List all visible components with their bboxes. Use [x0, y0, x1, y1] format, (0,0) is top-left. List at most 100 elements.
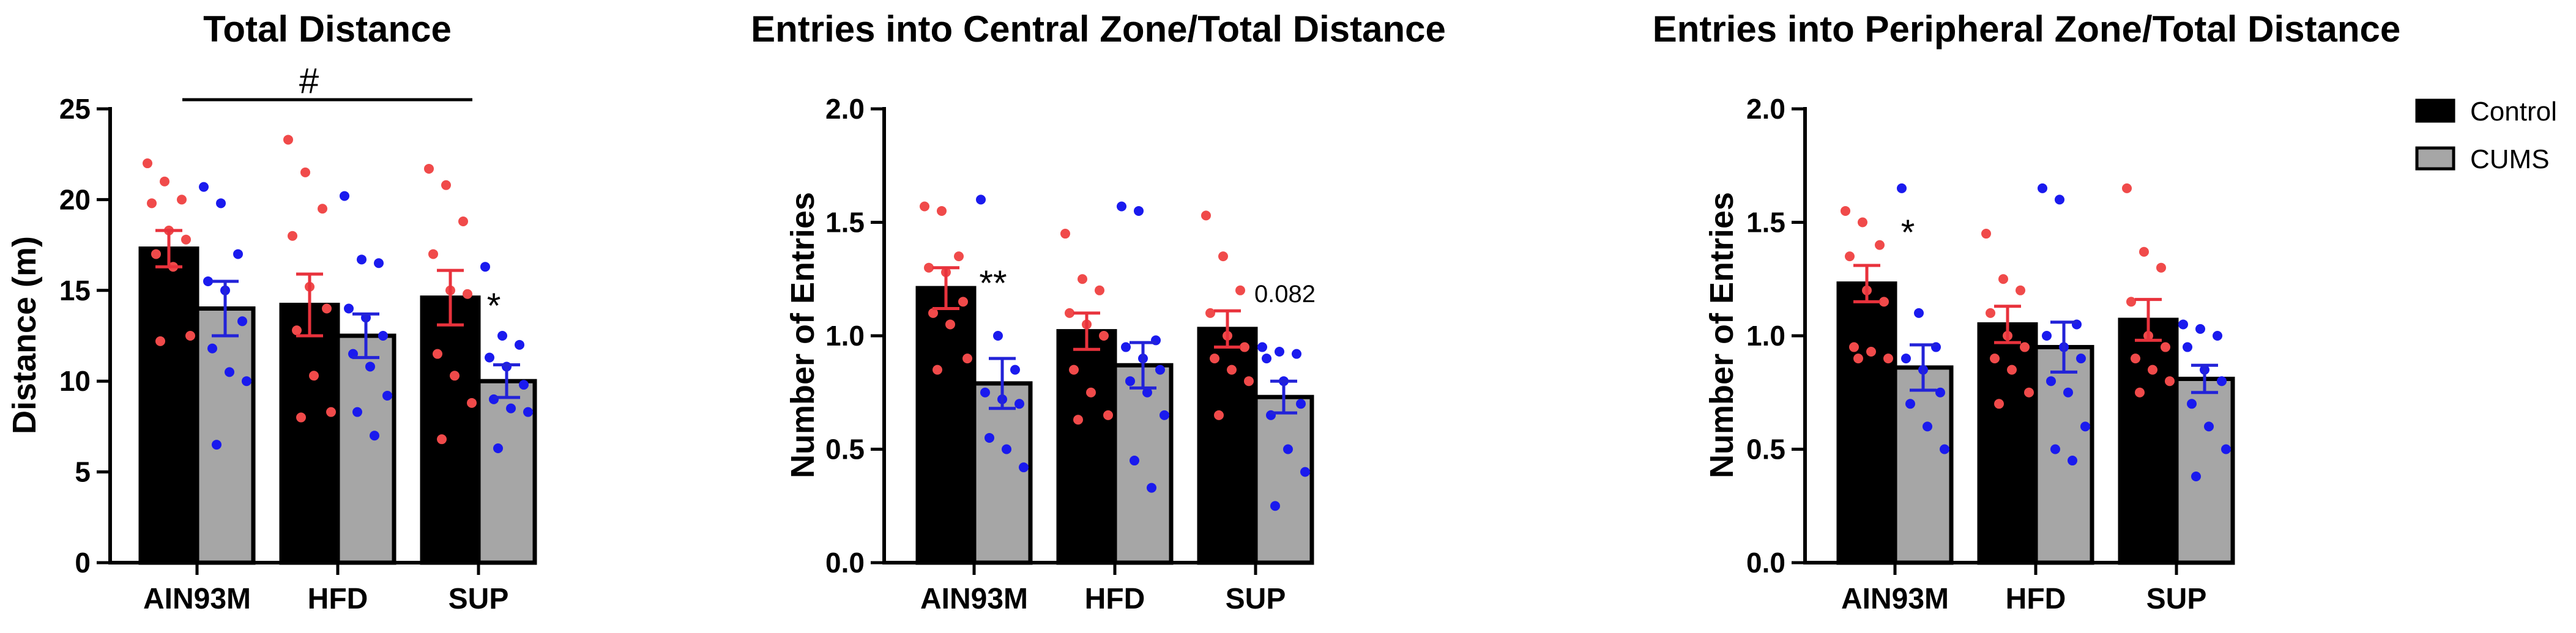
- panel-3-point-hfd-control: [1981, 229, 1991, 239]
- panel-1-point-sup-cums: [523, 407, 533, 417]
- panel-2-point-ain93m-control: [945, 319, 955, 330]
- legend-swatch-cums: [2415, 146, 2455, 171]
- panel-3-y-tick-label: 2.0: [1746, 93, 1785, 125]
- panel-3-y-tick-label: 1.0: [1746, 320, 1785, 352]
- panel-2-point-hfd-cums: [1121, 342, 1131, 352]
- panel-3-y-tick-label: 0.0: [1746, 547, 1785, 579]
- panel-1-point-sup-control: [424, 163, 434, 174]
- panel-3-point-ain93m-control: [1866, 346, 1876, 357]
- panel-1-point-ain93m-control: [185, 331, 195, 341]
- panel-2-y-tick-label: 0.0: [825, 547, 865, 579]
- panel-2-point-ain93m-cums: [1010, 365, 1020, 375]
- panel-2-point-ain93m-control: [928, 308, 938, 318]
- panel-1-point-ain93m-cums: [203, 276, 213, 286]
- panel-3-point-sup-control: [2122, 183, 2132, 193]
- panel-3-point-hfd-control: [2024, 387, 2034, 398]
- panel-3-point-hfd-control: [1990, 354, 2000, 364]
- panel-1-point-ain93m-control: [181, 234, 191, 245]
- panel-1-point-ain93m-control: [143, 158, 152, 169]
- panel-3-error-bar-sup-cums: [2191, 363, 2218, 394]
- legend-label-control: Control: [2470, 97, 2557, 127]
- panel-1-point-sup-control: [463, 289, 472, 299]
- panel-1-y-tick-label: 10: [59, 365, 91, 397]
- panel-1-point-hfd-cums: [374, 258, 384, 268]
- panel-3-point-sup-cums: [2204, 421, 2214, 432]
- panel-2-point-hfd-control: [1103, 410, 1113, 420]
- panel-1-point-sup-cums: [489, 394, 499, 404]
- panel-3-point-sup-control: [2139, 246, 2149, 257]
- panel-3-point-sup-control: [2148, 365, 2157, 375]
- panel-2-point-hfd-control: [1073, 415, 1083, 425]
- panel-1-point-ain93m-control: [160, 176, 169, 187]
- panel-3-y-tick-label: 0.5: [1746, 434, 1785, 465]
- panel-3-x-tick-label-sup: SUP: [2146, 583, 2207, 615]
- panel-2-y-tick-label: 2.0: [825, 93, 865, 125]
- panel-1-point-ain93m-cums: [233, 249, 243, 259]
- panel-3-x-tick-label-ain93m: AIN93M: [1841, 583, 1949, 615]
- panel-2-point-sup-cums: [1296, 399, 1306, 409]
- panel-2-point-hfd-control: [1086, 387, 1096, 398]
- panel-2-point-hfd-cums: [1125, 376, 1135, 387]
- panel-3-point-ain93m-control: [1879, 297, 1889, 307]
- panel-1-point-ain93m-cums: [242, 376, 251, 387]
- panel-total-distance: Total Distance Distance (m) 0 5 10 15 20 25 A…: [6, 9, 537, 615]
- panel-1-point-sup-cums: [480, 262, 490, 272]
- panel-2-point-ain93m-control: [920, 201, 929, 212]
- panel-3-error-bar-sup-control: [2135, 298, 2162, 342]
- panel-1-point-sup-cums: [515, 339, 524, 350]
- panel-2-error-bar-ain93m-control: [932, 266, 959, 310]
- panel-1-point-ain93m-control: [155, 336, 165, 346]
- panel-2-point-ain93m-control: [958, 297, 968, 307]
- panel-1-point-hfd-control: [318, 204, 327, 214]
- panel-3-point-hfd-cums: [2068, 456, 2077, 466]
- panel-2-y-tick-label: 0.5: [825, 434, 865, 465]
- panel-2-point-sup-control: [1218, 251, 1228, 262]
- panel-2-error-bar-sup-cums: [1270, 379, 1297, 415]
- panel-2-point-ain93m-control: [954, 251, 964, 262]
- panel-3-point-sup-cums: [2213, 331, 2222, 341]
- panel-1-point-ain93m-cums: [216, 198, 226, 209]
- panel-3-point-ain93m-cums: [1905, 399, 1915, 409]
- panel-2-point-hfd-cums: [1160, 410, 1169, 420]
- panel-1-point-hfd-control: [326, 407, 336, 417]
- panel-3-point-ain93m-control: [1849, 342, 1859, 352]
- panel-3-point-ain93m-control: [1853, 354, 1863, 364]
- panel-1-point-hfd-control: [288, 231, 297, 241]
- panel-1-point-hfd-control: [296, 412, 306, 423]
- panel-3-point-hfd-control: [2020, 342, 2030, 352]
- panel-2-point-ain93m-control: [937, 205, 947, 216]
- panel-3-point-ain93m-cums: [1935, 387, 1945, 398]
- panel-2-point-sup-control: [1210, 354, 1219, 364]
- panel-2-point-ain93m-cums: [1014, 399, 1024, 409]
- panel-2-bar-ain93m-cums: [972, 381, 1033, 565]
- panel-1-point-sup-control: [437, 434, 447, 445]
- panel-1-bar-hfd-control: [279, 303, 340, 565]
- panel-1-point-ain93m-cums: [237, 316, 247, 327]
- panel-1-point-hfd-cums: [378, 331, 388, 341]
- panel-2-point-hfd-cums: [1142, 387, 1152, 398]
- panel-1-point-ain93m-control: [151, 249, 161, 259]
- panel-1-point-sup-cums: [519, 380, 529, 390]
- panel-1-point-ain93m-cums: [212, 440, 221, 450]
- panel-1-error-bar-sup-control: [437, 268, 464, 327]
- panel-1-y-tick-label: 15: [59, 275, 91, 306]
- panel-1-point-ain93m-cums: [207, 343, 217, 354]
- panel-3-point-hfd-cums: [2080, 421, 2090, 432]
- panel-1-bar-hfd-cums: [335, 333, 396, 565]
- panel-1-point-hfd-control: [283, 135, 293, 145]
- panel-3-point-sup-control: [2126, 297, 2136, 307]
- panel-2-error-bar-hfd-cums: [1130, 341, 1156, 390]
- panel-2-point-sup-control: [1214, 410, 1224, 420]
- panel-3-bar-sup-control: [2118, 317, 2179, 565]
- legend: Control CUMS: [2415, 97, 2557, 174]
- panel-1-point-hfd-control: [309, 371, 319, 381]
- panel-2-point-sup-control: [1201, 210, 1211, 221]
- panel-3-point-ain93m-control: [1883, 354, 1893, 364]
- panel-3-point-hfd-cums: [2046, 376, 2056, 387]
- panel-central-zone: Entries into Central Zone/Total Distance…: [751, 9, 1446, 615]
- panel-3-significance-ain93m: *: [1901, 213, 1915, 253]
- panel-2-point-hfd-control: [1095, 285, 1104, 295]
- panel-1-point-hfd-control: [300, 167, 310, 177]
- panel-1-point-sup-cums: [485, 352, 494, 363]
